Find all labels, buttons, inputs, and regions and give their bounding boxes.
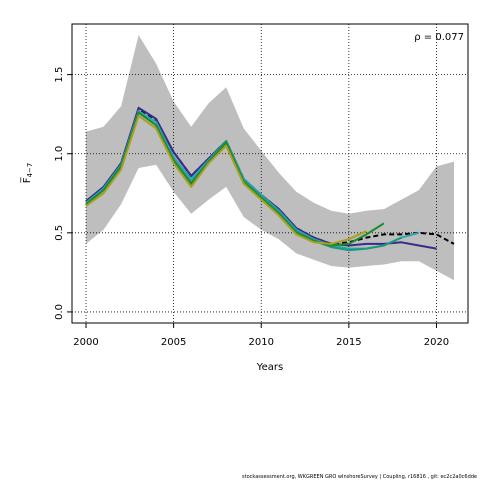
x-tick-label: 2005 <box>161 337 186 348</box>
y-axis-label-subscript: 4−7 <box>26 163 34 178</box>
y-axis-label-main: F̅ <box>20 177 33 184</box>
y-axis-label: F̅4−7 <box>20 163 34 184</box>
rho-annotation: ρ = 0.077 <box>414 32 464 43</box>
x-tick-label: 2000 <box>73 337 98 348</box>
series-layer <box>85 106 455 252</box>
x-tick-label: 2015 <box>336 337 361 348</box>
y-tick-label: 1.5 <box>54 67 65 83</box>
x-tick-label: 2010 <box>249 337 274 348</box>
y-tick-label: 0.5 <box>54 225 65 241</box>
series-line-6 <box>85 114 367 245</box>
confidence-band <box>86 35 454 281</box>
x-axis: 2000 2005 2010 2015 2020 <box>73 323 449 348</box>
confidence-band-layer <box>86 35 454 281</box>
y-tick-label: 0.0 <box>54 304 65 320</box>
plot-frame <box>71 23 469 324</box>
x-tick-label: 2020 <box>424 337 449 348</box>
footer-credit: stockassessment.org, WKGREEN GRO wInshor… <box>242 474 477 480</box>
x-axis-label: Years <box>256 362 283 373</box>
y-axis: 0.0 0.5 1.0 1.5 <box>54 67 72 320</box>
y-tick-label: 1.0 <box>54 146 65 162</box>
grid-layer <box>72 24 468 323</box>
